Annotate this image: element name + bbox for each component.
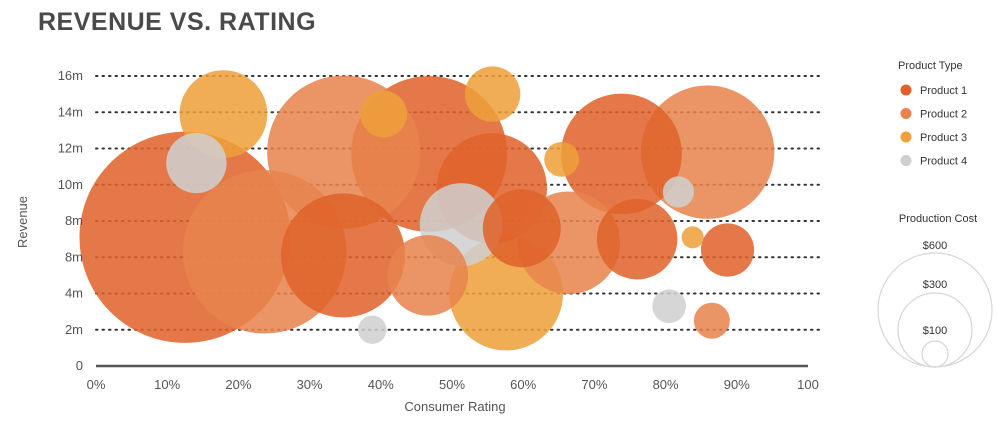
y-tick-label: 10m: [58, 177, 83, 192]
bubble: [387, 235, 469, 316]
size-legend-label: $300: [923, 279, 947, 291]
bubble: [700, 223, 755, 277]
y-tick-label: 8m: [65, 249, 83, 264]
bubble: [662, 176, 695, 208]
bubble: [652, 289, 686, 324]
size-legend-circle: [921, 340, 949, 368]
bubble: [561, 93, 682, 215]
y-axis-label: Revenue: [15, 196, 30, 248]
y-tick-label: 0: [76, 358, 83, 373]
x-tick-label: 90%: [724, 377, 750, 392]
x-tick-label: 40%: [368, 377, 394, 392]
size-legend-circle: [877, 252, 993, 368]
y-tick-label: 12m: [58, 141, 83, 156]
y-tick-label: 4m: [65, 286, 83, 301]
legend-label: Product 4: [920, 156, 967, 168]
bubbles: [79, 66, 775, 351]
legend-label: Product 3: [920, 132, 967, 144]
y-tick-label: 8m: [65, 213, 83, 228]
x-tick-label: 10%: [154, 377, 180, 392]
x-tick-labels: 0% 10% 20% 30% 40% 50% 60% 70% 80% 90% 100: [87, 377, 819, 392]
y-tick-labels: 0 2m 4m 8m 8m 10m 12m 14m 16m: [58, 68, 83, 373]
legend: Product 1 Product 2 Product 3 Product 4: [900, 84, 967, 168]
bubble: [681, 226, 704, 249]
y-tick-label: 14m: [58, 104, 83, 119]
x-tick-label: 20%: [225, 377, 251, 392]
legend-swatch: [900, 155, 912, 166]
x-tick-label: 30%: [297, 377, 323, 392]
size-legend-label: $100: [923, 325, 947, 337]
legend-swatch: [900, 131, 912, 143]
legend-swatch: [900, 108, 912, 119]
x-tick-label: 0%: [87, 377, 106, 392]
bubble: [544, 141, 580, 177]
chart-title: REVENUE VS. RATING: [38, 8, 317, 36]
size-legend-label: $600: [923, 240, 947, 252]
bubble: [464, 66, 521, 122]
legend-swatch: [900, 84, 912, 96]
bubble: [166, 132, 227, 194]
size-legend: $600 $300 $100: [877, 240, 993, 368]
y-tick-label: 16m: [58, 68, 83, 83]
legend-title: Product Type: [898, 60, 963, 72]
x-tick-label: 70%: [581, 377, 607, 392]
x-axis-label: Consumer Rating: [404, 399, 505, 414]
bubble: [358, 315, 387, 344]
size-legend-title: Production Cost: [899, 213, 977, 225]
bubble: [693, 302, 730, 339]
y-tick-label: 2m: [65, 322, 83, 337]
x-tick-label: 100: [797, 377, 819, 392]
legend-label: Product 2: [920, 109, 967, 121]
bubble: [596, 198, 678, 280]
x-tick-label: 50%: [439, 377, 465, 392]
bubble: [360, 90, 408, 138]
x-tick-label: 60%: [510, 377, 536, 392]
x-tick-label: 80%: [653, 377, 679, 392]
bubble: [281, 193, 406, 318]
bubble: [482, 189, 561, 268]
legend-label: Product 1: [920, 85, 967, 97]
